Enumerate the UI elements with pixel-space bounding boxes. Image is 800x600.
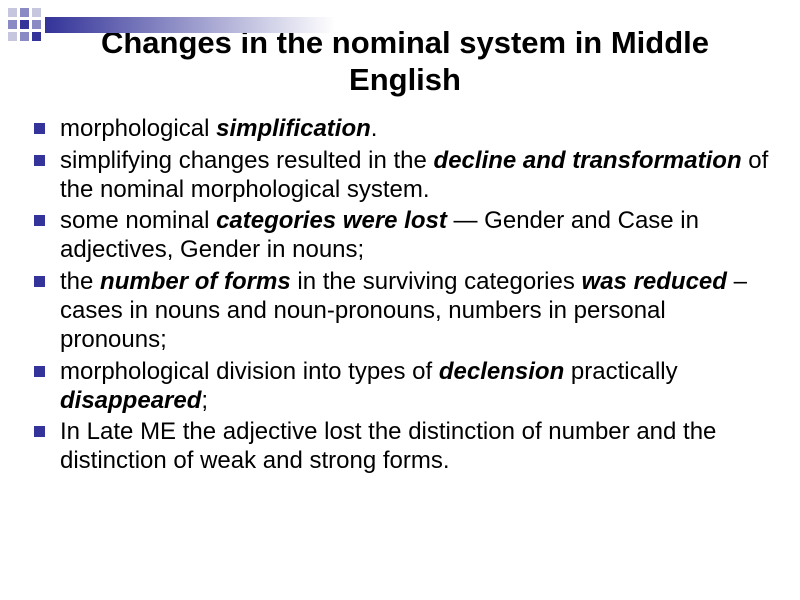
deco-square <box>32 32 41 41</box>
decoration-squares <box>8 8 41 41</box>
bullet-item: morphological simplification. <box>34 114 770 143</box>
bullet-item: some nominal categories were lost — Gend… <box>34 206 770 265</box>
deco-square <box>20 8 29 17</box>
bullet-list: morphological simplification. simplifying… <box>34 114 770 475</box>
bullet-item: the number of forms in the surviving cat… <box>34 267 770 355</box>
bullet-item: morphological division into types of dec… <box>34 357 770 416</box>
slide-content: morphological simplification. simplifying… <box>0 98 800 497</box>
deco-square <box>32 8 41 17</box>
deco-square <box>8 8 17 17</box>
header-decoration <box>0 8 335 41</box>
bullet-item: simplifying changes resulted in the decl… <box>34 146 770 205</box>
deco-square <box>20 32 29 41</box>
bullet-item: In Late ME the adjective lost the distin… <box>34 417 770 476</box>
deco-square <box>8 32 17 41</box>
deco-square <box>20 20 29 29</box>
deco-square <box>32 20 41 29</box>
decoration-bar <box>45 17 335 33</box>
deco-square <box>8 20 17 29</box>
